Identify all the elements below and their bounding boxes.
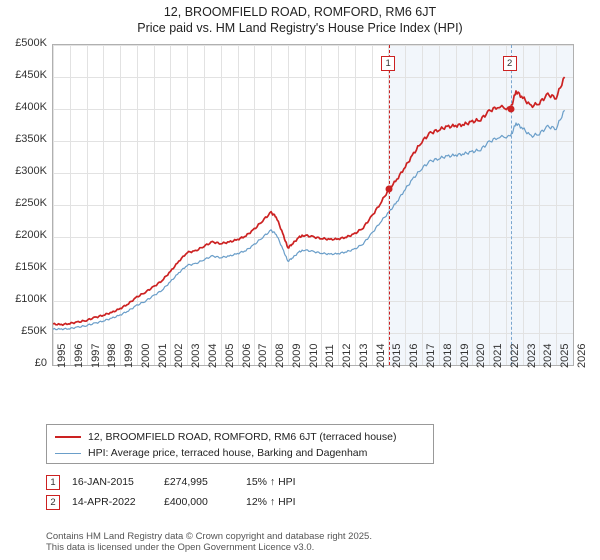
x-axis-label: 2001 [156, 343, 169, 368]
title-line-1: 12, BROOMFIELD ROAD, ROMFORD, RM6 6JT [163, 5, 437, 19]
x-axis-label: 2014 [374, 343, 387, 368]
gridline-horizontal [53, 77, 573, 78]
sale-marker-line [389, 45, 391, 365]
gridline-horizontal [53, 141, 573, 142]
gridline-horizontal [53, 301, 573, 302]
x-axis-label: 2002 [173, 343, 186, 368]
gridline-horizontal [53, 237, 573, 238]
gridline-horizontal [53, 333, 573, 334]
x-axis-label: 2018 [441, 343, 454, 368]
x-axis-label: 2017 [425, 343, 438, 368]
gridline-horizontal [53, 109, 573, 110]
gridline-vertical [573, 45, 574, 365]
sale-marker-badge[interactable]: 1 [381, 56, 396, 71]
x-axis-label: 2008 [274, 343, 287, 368]
x-axis-label: 2009 [290, 343, 303, 368]
x-axis-label: 2004 [206, 343, 219, 368]
sale-point[interactable] [385, 185, 393, 193]
y-axis-label: £150K [15, 261, 47, 273]
legend-label-property: 12, BROOMFIELD ROAD, ROMFORD, RM6 6JT (t… [88, 431, 397, 443]
x-axis-label: 1999 [123, 343, 136, 368]
y-axis-label: £250K [15, 197, 47, 209]
table-row: 1 16-JAN-2015 £274,995 15% ↑ HPI [46, 472, 466, 492]
y-axis-label: £450K [15, 69, 47, 81]
sale-hpi-delta: 12% ↑ HPI [246, 496, 296, 508]
y-axis-label: £400K [15, 101, 47, 113]
x-axis-label: 1996 [72, 343, 85, 368]
x-axis-label: 2005 [223, 343, 236, 368]
series-line [53, 76, 566, 327]
x-axis-label: 2025 [559, 343, 572, 368]
sale-price: £274,995 [164, 476, 208, 488]
sale-date: 16-JAN-2015 [72, 476, 134, 488]
x-axis-label: 2006 [240, 343, 253, 368]
x-axis-label: 2023 [525, 343, 538, 368]
x-axis-label: 2010 [307, 343, 320, 368]
sale-index-badge: 1 [46, 474, 60, 490]
x-axis-label: 2016 [408, 343, 421, 368]
x-axis-label: 2022 [508, 343, 521, 368]
x-axis-label: 2007 [257, 343, 270, 368]
sale-point[interactable] [507, 105, 515, 113]
legend-swatch-hpi [55, 452, 81, 454]
y-axis-label: £500K [15, 37, 47, 49]
x-axis-label: 1997 [89, 343, 102, 368]
sale-marker-line [510, 45, 513, 365]
y-axis-label: £300K [15, 165, 47, 177]
sale-hpi-delta: 15% ↑ HPI [246, 476, 296, 488]
x-axis-label: 2011 [324, 344, 337, 368]
footer-line-2: This data is licensed under the Open Gov… [46, 542, 315, 553]
page-title: 12, BROOMFIELD ROAD, ROMFORD, RM6 6JT Pr… [0, 4, 600, 36]
x-axis-label: 2012 [341, 343, 354, 368]
x-axis-label: 2000 [139, 343, 152, 368]
x-axis-label: 2015 [391, 343, 404, 368]
x-axis-label: 2003 [190, 343, 203, 368]
y-axis-label: £200K [15, 229, 47, 241]
gridline-horizontal [53, 173, 573, 174]
footer-line-1: Contains HM Land Registry data © Crown c… [46, 531, 372, 542]
table-row: 2 14-APR-2022 £400,000 12% ↑ HPI [46, 492, 466, 512]
sale-price: £400,000 [164, 496, 208, 508]
price-chart-plot [52, 44, 574, 366]
x-axis-label: 2024 [542, 343, 555, 368]
y-axis-label: £50K [21, 325, 47, 337]
x-axis-label: 2020 [475, 343, 488, 368]
series-lines [53, 76, 566, 331]
legend-item-hpi: HPI: Average price, terraced house, Bark… [55, 446, 425, 460]
title-line-2: Price paid vs. HM Land Registry's House … [137, 21, 463, 35]
x-axis-label: 2013 [357, 343, 370, 368]
gridline-horizontal [53, 45, 573, 46]
legend-swatch-property [55, 436, 81, 438]
sale-date: 14-APR-2022 [72, 496, 136, 508]
gridline-horizontal [53, 205, 573, 206]
x-axis-label: 1995 [56, 343, 68, 368]
legend-item-property: 12, BROOMFIELD ROAD, ROMFORD, RM6 6JT (t… [55, 430, 425, 444]
x-axis-label: 2026 [576, 343, 588, 368]
x-axis-label: 1998 [106, 343, 119, 368]
series-line [53, 109, 566, 331]
sales-table: 1 16-JAN-2015 £274,995 15% ↑ HPI 2 14-AP… [46, 472, 466, 512]
sale-index-badge: 2 [46, 494, 60, 510]
y-axis-label: £350K [15, 133, 47, 145]
chart-legend: 12, BROOMFIELD ROAD, ROMFORD, RM6 6JT (t… [46, 424, 434, 464]
y-axis-label: £100K [15, 293, 47, 305]
sale-marker-badge[interactable]: 2 [502, 56, 517, 71]
y-axis-label: £0 [34, 357, 47, 369]
footer-attribution: Contains HM Land Registry data © Crown c… [46, 531, 586, 553]
x-axis-label: 2021 [492, 343, 505, 368]
x-axis-label: 2019 [458, 343, 471, 368]
legend-label-hpi: HPI: Average price, terraced house, Bark… [88, 447, 368, 459]
gridline-horizontal [53, 269, 573, 270]
